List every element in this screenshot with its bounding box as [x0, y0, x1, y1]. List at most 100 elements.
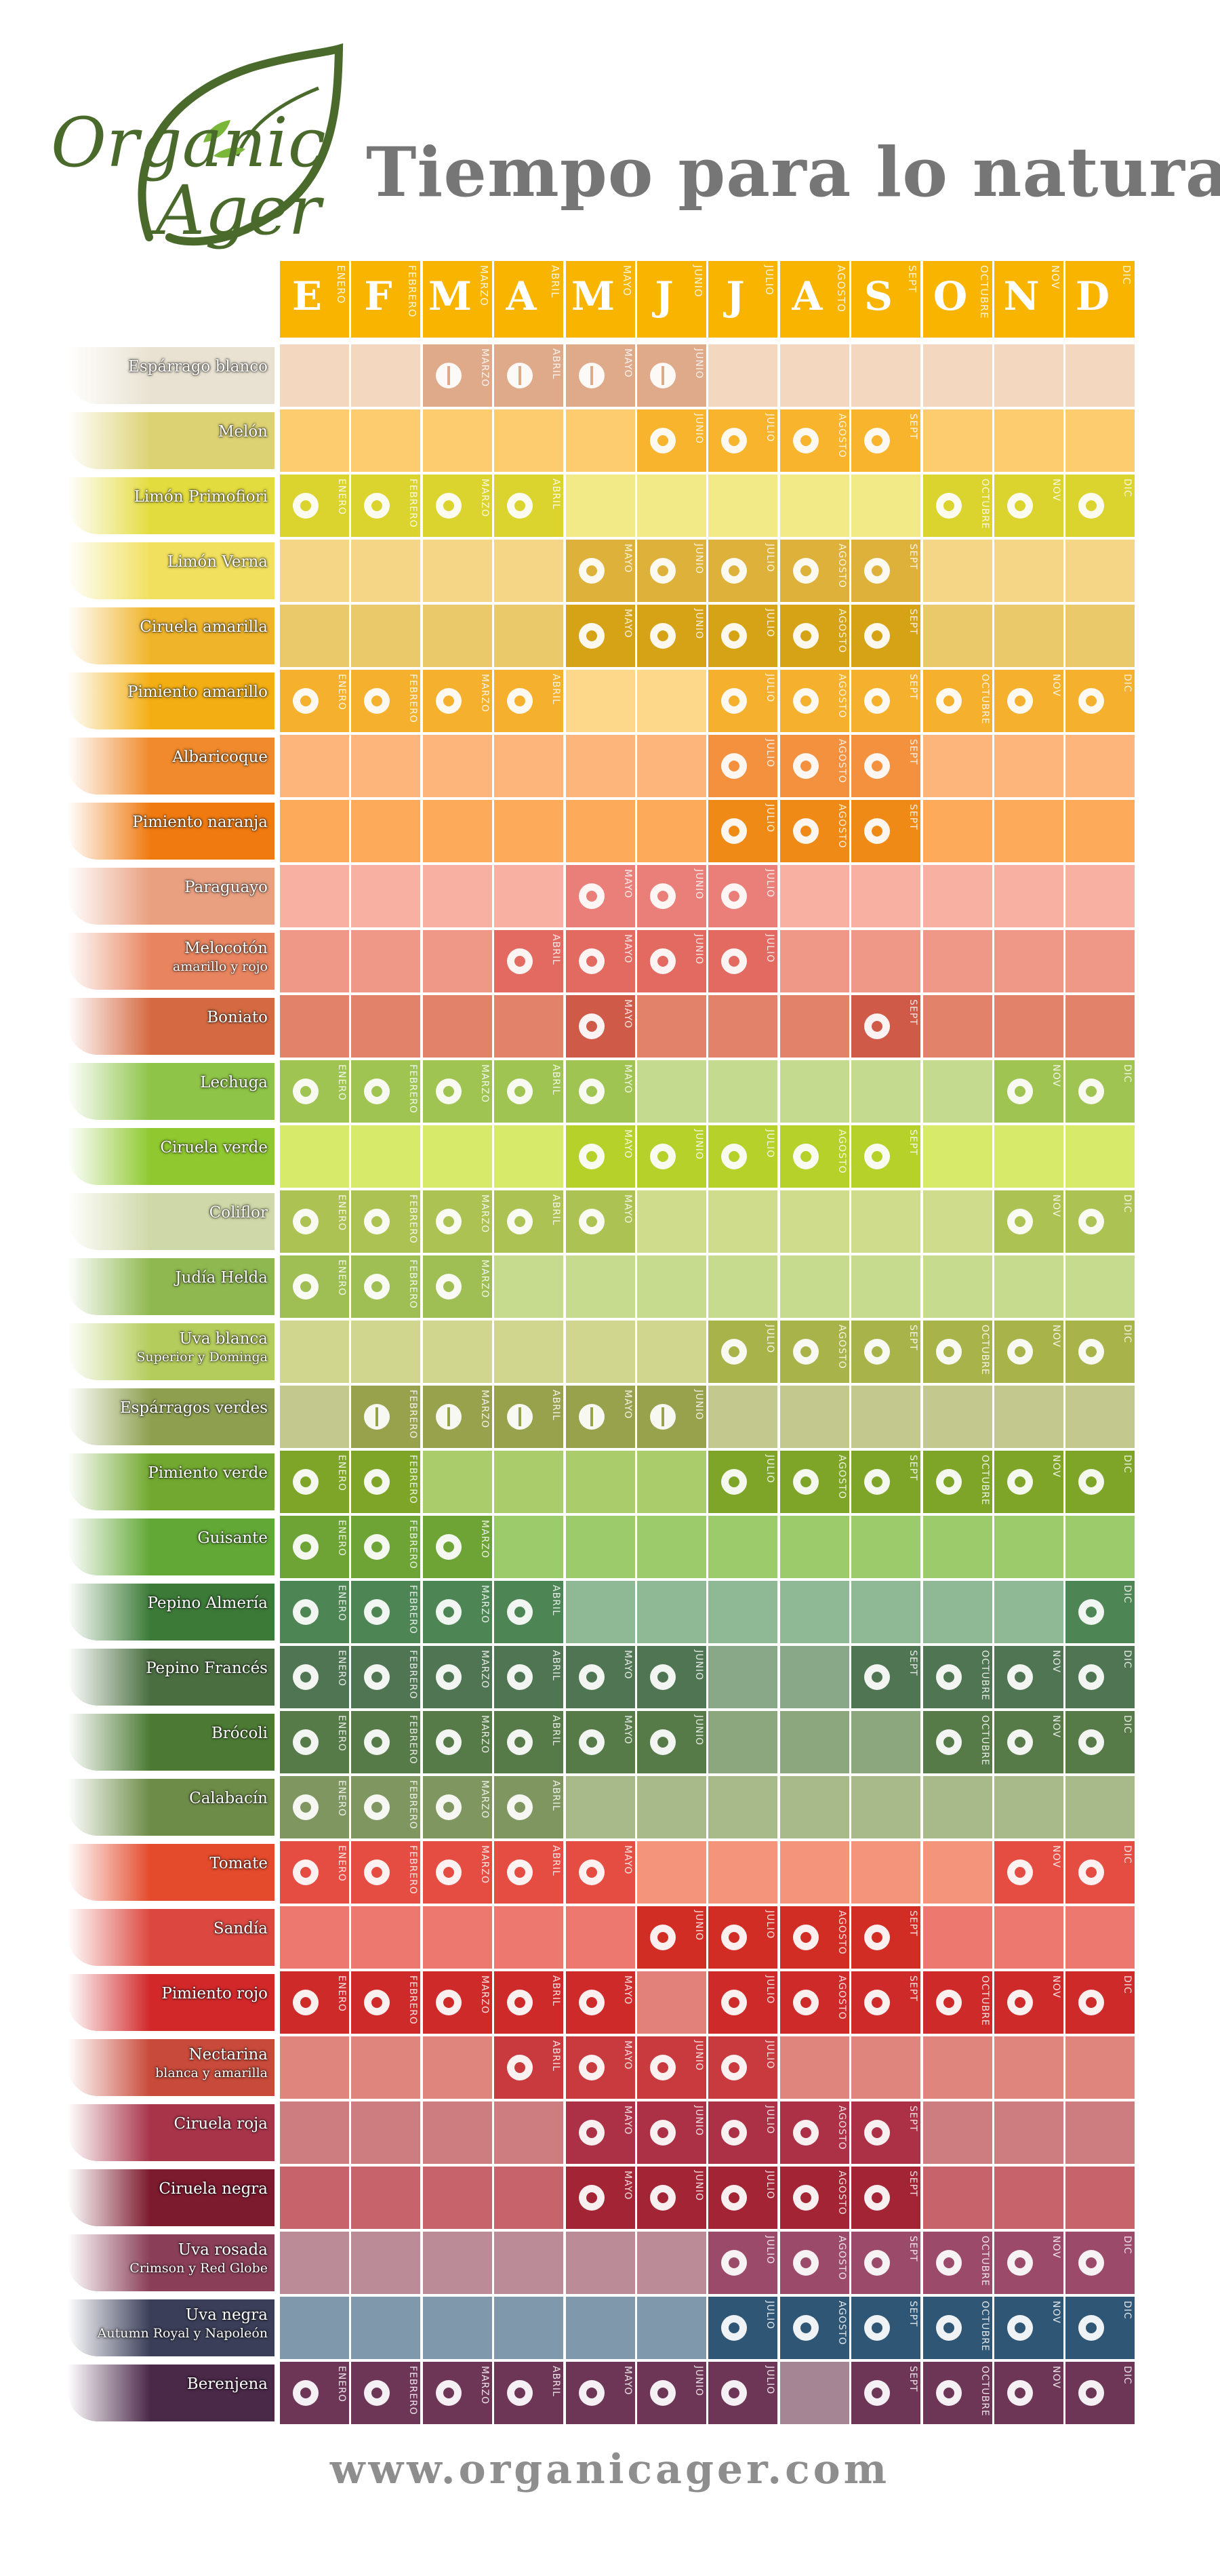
season-month-label: JULIO	[765, 1455, 775, 1484]
pepper-icon	[579, 1990, 605, 2015]
season-month-label: MARZO	[479, 1845, 490, 1884]
lemon-icon	[793, 558, 819, 584]
season-month-label: MARZO	[479, 1260, 490, 1298]
off-season-cell	[780, 995, 849, 1058]
produce-row: Uva rosada Crimson y Red Globe JULIO AGOSTO…	[0, 2232, 1220, 2294]
season-month-label: SEPT	[908, 2106, 918, 2132]
season-month-label: OCTUBRE	[979, 479, 990, 529]
off-season-cell	[566, 1255, 635, 1318]
eggplant-icon	[864, 2380, 890, 2406]
season-month-label: FEBRERO	[407, 1845, 418, 1895]
produce-photo	[68, 803, 274, 860]
season-month-label: NOV	[1051, 2366, 1061, 2389]
season-cell: MARZO	[423, 1190, 492, 1253]
produce-name-line1: Ciruela amarilla	[140, 618, 268, 636]
produce-photo	[68, 738, 274, 794]
season-month-label: DIC	[1122, 1975, 1133, 1994]
season-cell: DIC	[1065, 670, 1135, 732]
season-month-label: OCTUBRE	[979, 1715, 990, 1766]
season-cell: AGOSTO	[780, 1451, 849, 1513]
off-season-cell	[566, 1451, 635, 1513]
season-month-label: AGOSTO	[836, 609, 847, 653]
season-month-label: OCTUBRE	[979, 2236, 990, 2287]
season-cell: OCTUBRE	[923, 2362, 992, 2424]
produce-name: Limón Verna	[64, 553, 268, 571]
season-month-label: MARZO	[479, 2366, 490, 2404]
off-season-cell	[1065, 930, 1135, 992]
produce-photo	[68, 1649, 274, 1706]
pepper-icon	[864, 818, 890, 844]
season-month-label: SEPT	[908, 1325, 918, 1351]
season-cell: SEPT	[851, 800, 920, 862]
season-month-label: DIC	[1122, 1455, 1133, 1474]
month-header-enero: E ENERO	[280, 261, 349, 338]
season-month-label: AGOSTO	[836, 1455, 847, 1500]
pepper-icon	[293, 688, 319, 714]
pepper-icon	[793, 688, 819, 714]
season-month-label: ABRIL	[550, 2040, 561, 2072]
season-month-label: MARZO	[479, 1975, 490, 2014]
month-header-nov: N NOV	[994, 261, 1063, 338]
season-cell: JULIO	[708, 2036, 777, 2099]
season-cell: ABRIL	[494, 1841, 563, 1904]
tomato-icon	[293, 1859, 319, 1885]
pepper-icon	[1007, 1469, 1033, 1495]
produce-name-line2: Crimson y Red Globe	[129, 2261, 268, 2276]
off-season-cell	[423, 930, 492, 992]
off-season-cell	[351, 2101, 420, 2164]
lemon-icon	[364, 493, 390, 519]
season-month-label: AGOSTO	[836, 2106, 847, 2150]
season-month-label: FEBRERO	[407, 1780, 418, 1830]
season-month-label: DIC	[1122, 674, 1133, 693]
season-cell: FEBRERO	[351, 1971, 420, 2034]
off-season-cell	[566, 670, 635, 732]
asparagus-icon	[579, 1404, 605, 1430]
season-cell: DIC	[1065, 1646, 1135, 1708]
cucumber-icon	[364, 1664, 390, 1690]
month-letter: O	[933, 273, 968, 319]
season-cell: ENERO	[280, 1776, 349, 1838]
off-season-cell	[566, 2297, 635, 2359]
month-name: MAYO	[621, 265, 633, 297]
season-cell: JULIO	[708, 2362, 777, 2424]
produce-photo	[68, 607, 274, 664]
grape-icon	[721, 2250, 747, 2276]
plum-icon	[650, 2185, 676, 2211]
off-season-cell	[351, 800, 420, 862]
off-season-cell	[1065, 1906, 1135, 1969]
off-season-cell	[351, 930, 420, 992]
off-season-cell	[780, 1386, 849, 1448]
cauliflower-icon	[293, 1209, 319, 1234]
off-season-cell	[708, 1516, 777, 1578]
produce-name: Paraguayo	[64, 879, 268, 897]
season-cell: ABRIL	[494, 2036, 563, 2099]
month-name: SEPT	[906, 265, 918, 294]
season-cell: ENERO	[280, 2362, 349, 2424]
season-month-label: FEBRERO	[407, 1064, 418, 1114]
season-cell: MARZO	[423, 1581, 492, 1643]
cucumber-icon	[364, 1599, 390, 1625]
month-header-octubre: O OCTUBRE	[923, 261, 992, 338]
plum-icon	[650, 1144, 676, 1169]
pepper-icon	[793, 1469, 819, 1495]
season-cell: MAYO	[566, 1711, 635, 1773]
season-month-label: FEBRERO	[407, 1520, 418, 1569]
pepper-icon	[721, 1469, 747, 1495]
off-season-cell	[994, 735, 1063, 797]
grape-icon	[936, 2250, 962, 2276]
season-cell: MARZO	[423, 670, 492, 732]
produce-photo	[68, 542, 274, 599]
season-month-label: JULIO	[765, 2171, 775, 2200]
grape-icon	[1078, 2250, 1104, 2276]
season-cell: AGOSTO	[780, 2232, 849, 2294]
off-season-cell	[780, 1190, 849, 1253]
tomato-icon	[1007, 1859, 1033, 1885]
season-cell: OCTUBRE	[923, 2297, 992, 2359]
off-season-cell	[994, 540, 1063, 602]
season-month-label: MARZO	[479, 1064, 490, 1103]
produce-name: Boniato	[64, 1009, 268, 1027]
season-month-label: DIC	[1122, 1650, 1133, 1669]
season-cell: MAYO	[566, 1971, 635, 2034]
season-month-label: ABRIL	[550, 1390, 561, 1421]
off-season-cell	[994, 2167, 1063, 2229]
